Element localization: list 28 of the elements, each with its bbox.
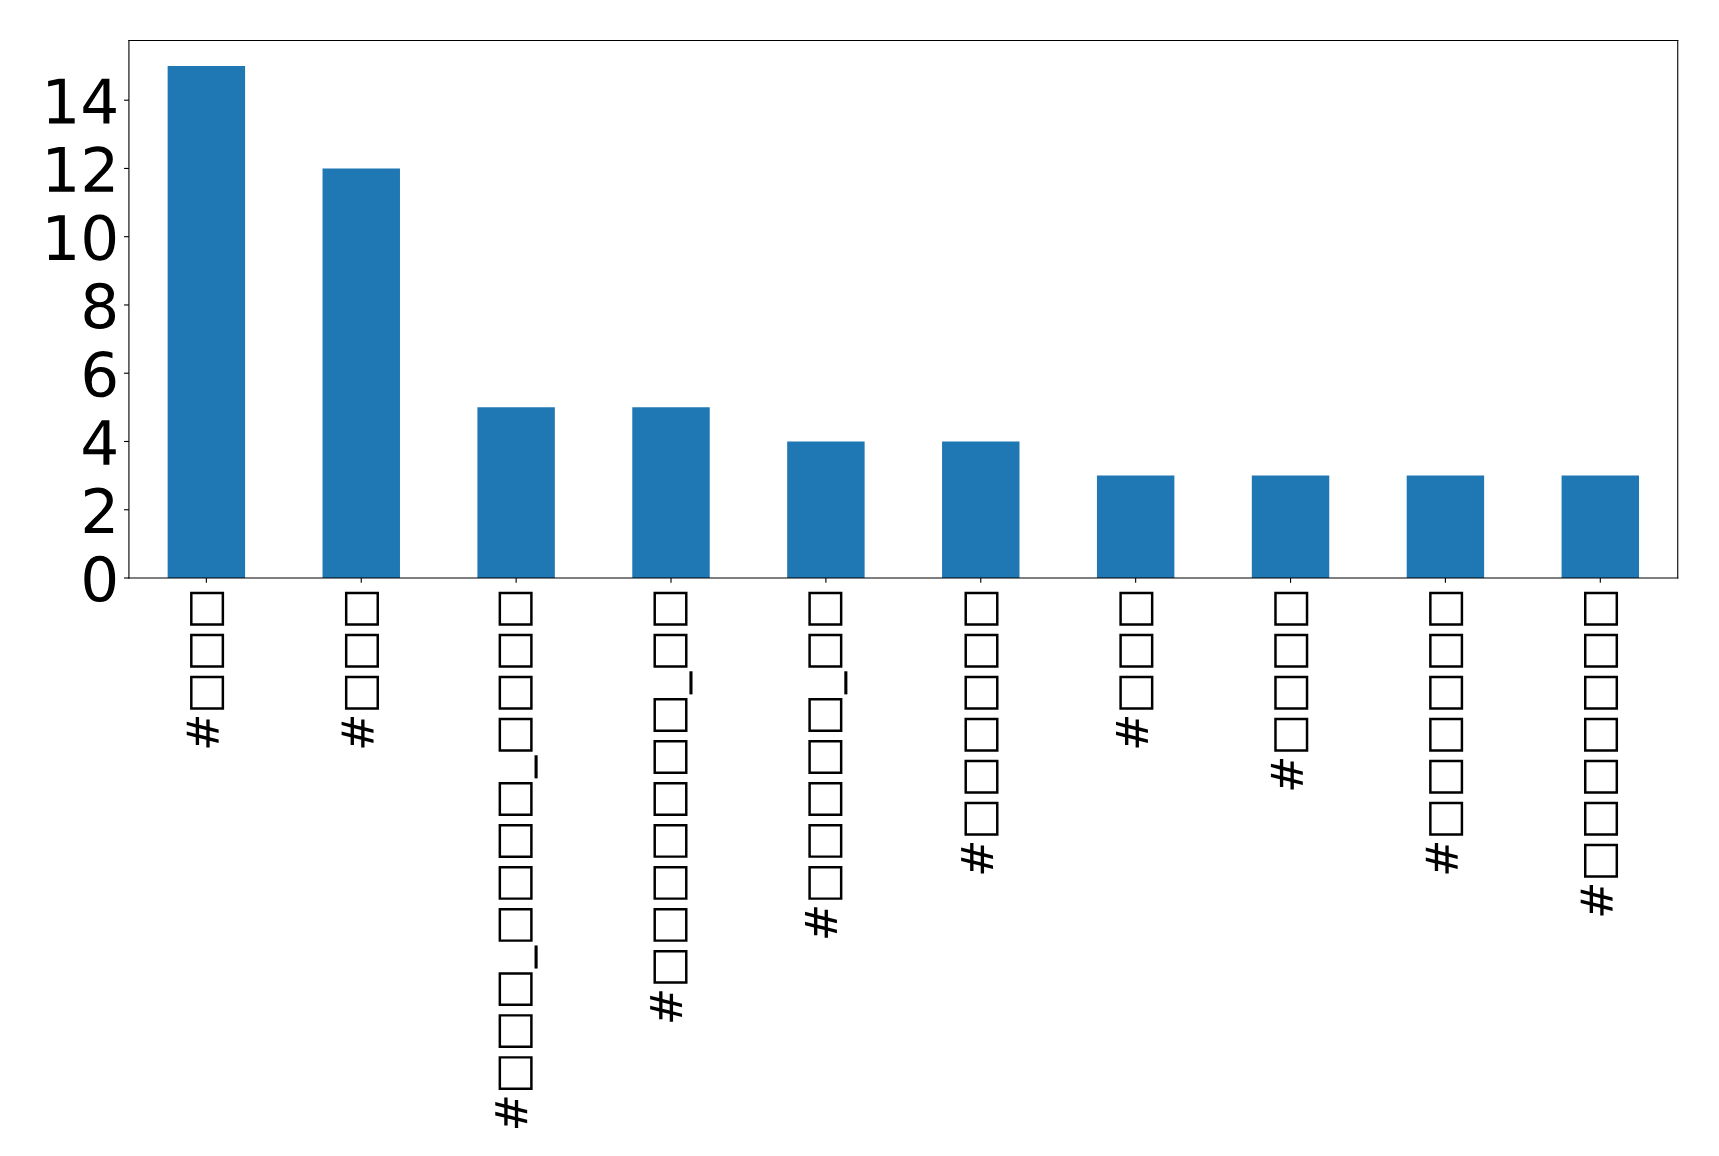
bar: [787, 441, 865, 578]
bar: [1251, 475, 1330, 578]
bar: [167, 66, 246, 578]
x-tick-label: #□□□□□□□_□□: [650, 591, 693, 1022]
x-tick-label: #□□□□□_□□: [805, 591, 848, 938]
y-tick-label: 8: [84, 282, 116, 330]
bar: [1406, 475, 1485, 578]
x-tick-label: #□□□: [186, 591, 225, 748]
x-tick-label: #□□□□□□: [961, 591, 999, 874]
bar: [942, 441, 1020, 578]
bar: [1096, 475, 1175, 578]
y-tick-label: 14: [48, 78, 116, 124]
bar: [632, 407, 710, 578]
bar: [322, 168, 400, 578]
x-tick-label: #□□□_□□□□_□□□□: [495, 591, 538, 1128]
y-tick-label: 10: [48, 214, 116, 261]
x-tick-label: #□□□: [1116, 591, 1154, 748]
x-tick-label: #□□□□□□: [1425, 591, 1464, 874]
y-tick-label: 4: [83, 420, 116, 465]
y-tick-label: 12: [48, 146, 114, 192]
x-tick-label: #□□□□□□□: [1580, 591, 1619, 916]
bar: [477, 407, 555, 578]
y-tick-label: 0: [84, 555, 116, 603]
x-tick-label: #□□□: [341, 591, 379, 748]
y-tick-label: 6: [84, 351, 116, 398]
x-tick-label: #□□□□: [1270, 591, 1309, 790]
bar: [1561, 475, 1640, 578]
y-tick-label: 2: [84, 487, 114, 533]
